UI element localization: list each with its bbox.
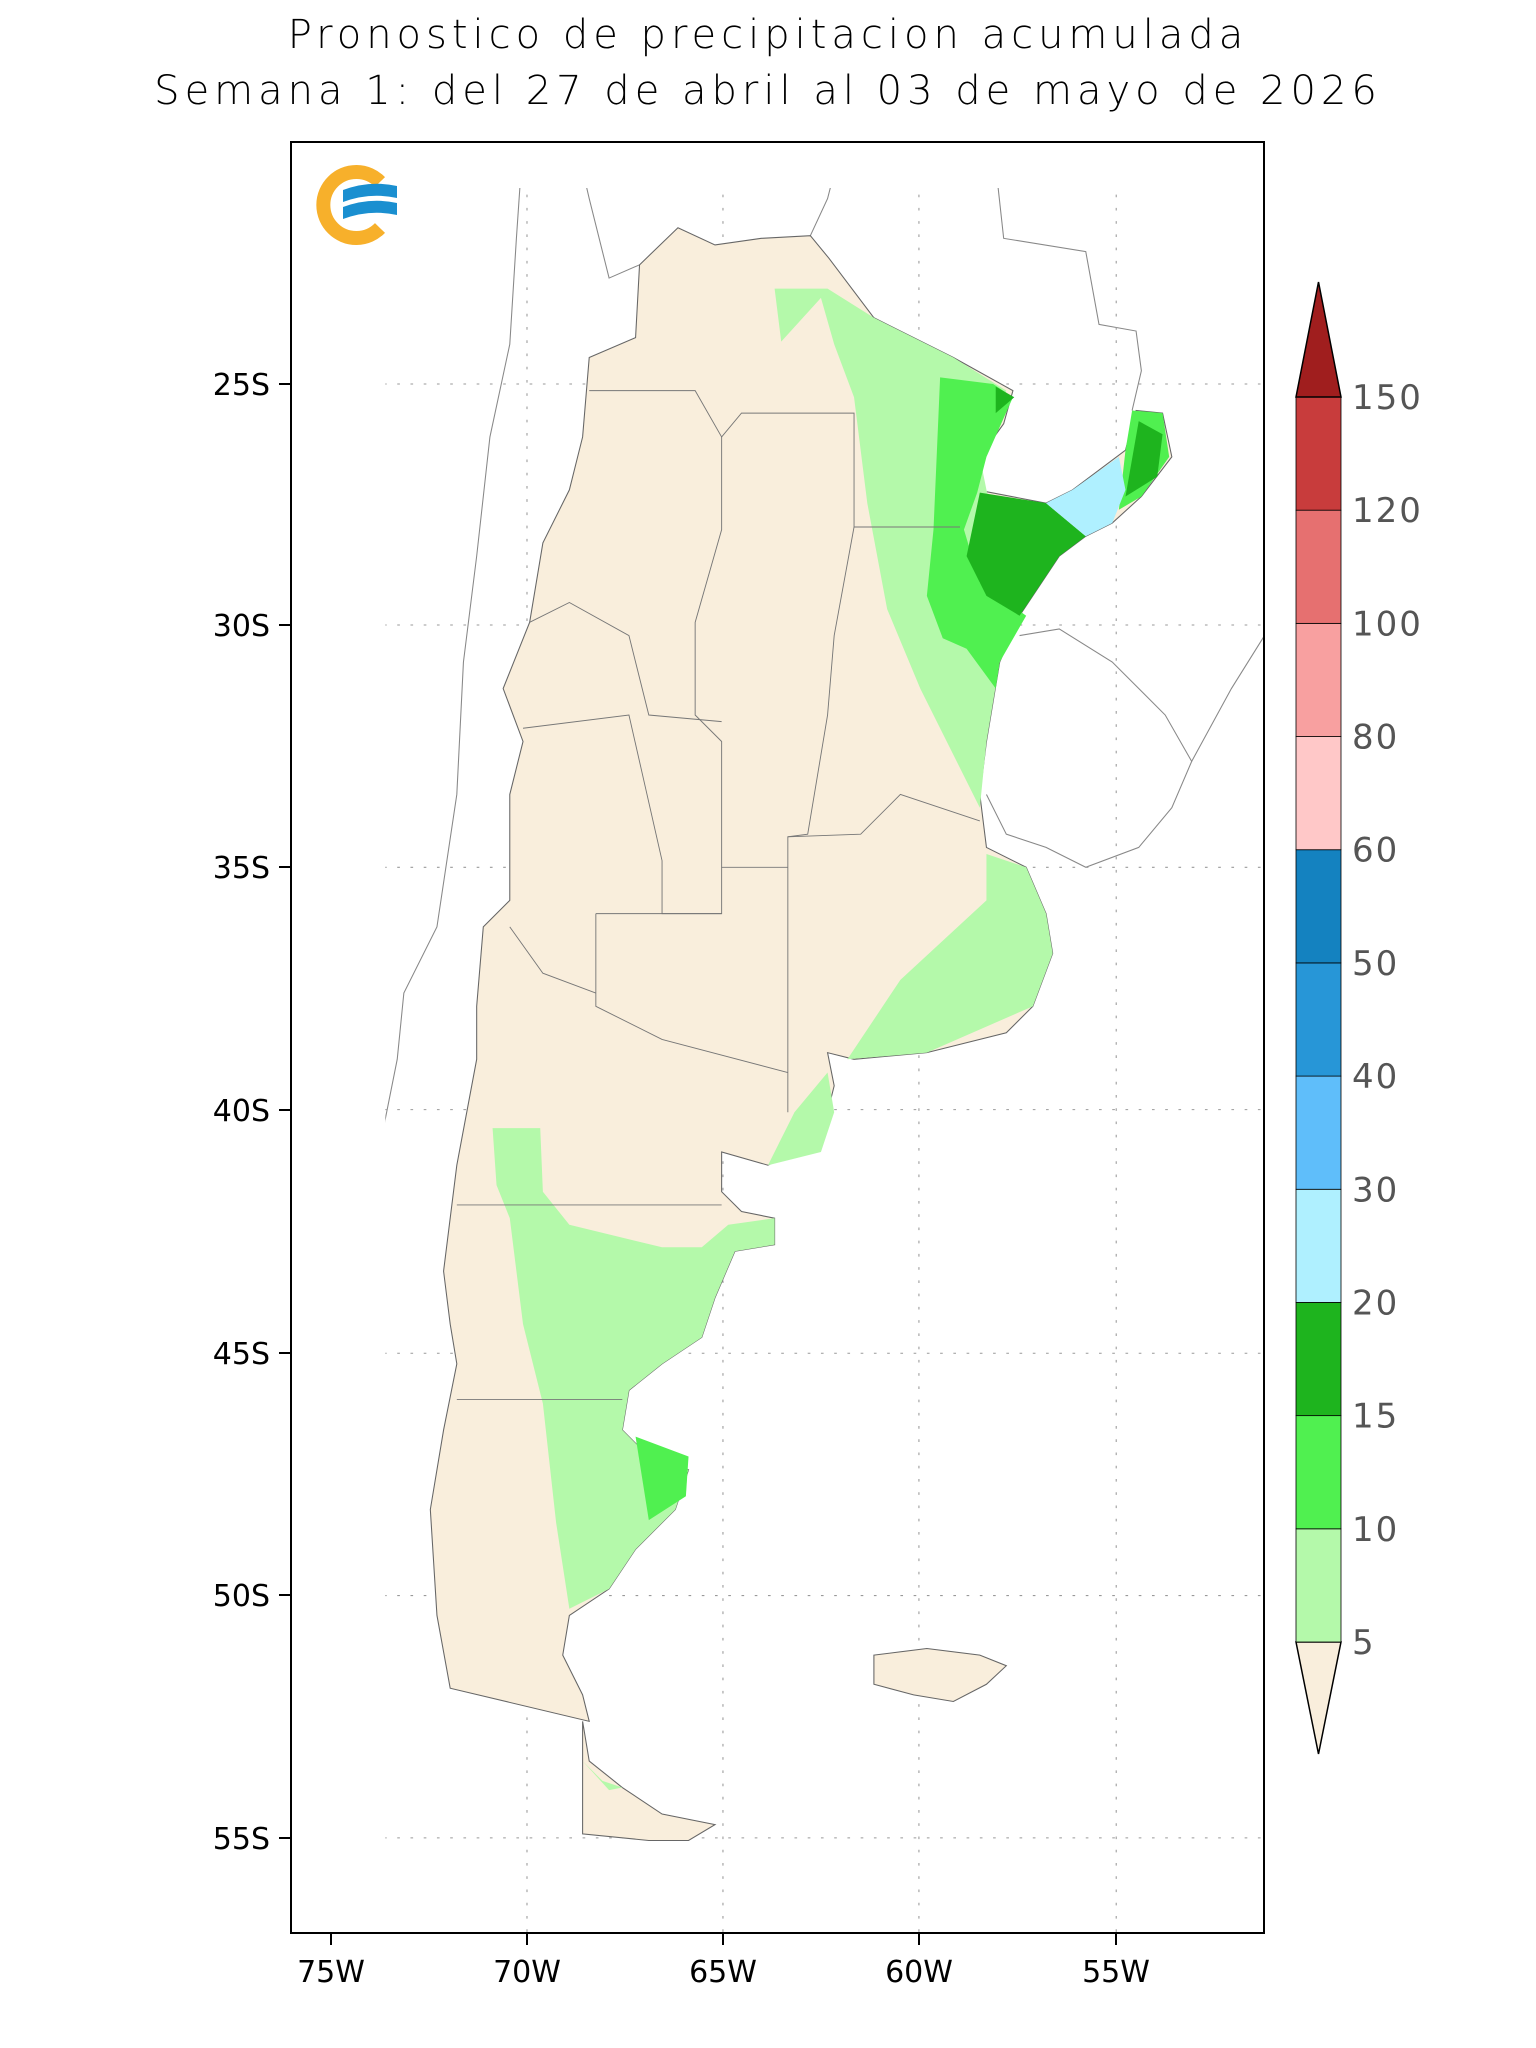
- precip-15-20: [966, 386, 1163, 616]
- colorbar-swatch: [1295, 1075, 1342, 1190]
- colorbar-label: 50: [1352, 944, 1399, 984]
- colorbar-swatch: [1295, 1188, 1342, 1303]
- axis-ticks: [279, 383, 1117, 1945]
- colorbar-swatch: [1295, 1528, 1342, 1643]
- colorbar-label: 60: [1352, 831, 1399, 871]
- colorbar-swatch: [1295, 962, 1342, 1077]
- malvinas-islands: [873, 1647, 1008, 1703]
- colorbar-swatch: [1295, 622, 1342, 737]
- lon-label: 70W: [493, 1955, 561, 1990]
- colorbar-label: 100: [1352, 604, 1423, 644]
- province-borders: [456, 390, 980, 1401]
- colorbar-swatch: [1295, 396, 1342, 511]
- precip-20-30: [1046, 456, 1126, 537]
- lat-label: 30S: [213, 609, 270, 644]
- country-borders: [385, 188, 1265, 1122]
- lon-label: 65W: [689, 1955, 757, 1990]
- colorbar-label: 40: [1352, 1057, 1399, 1097]
- map-subtitle: Semana 1: del 27 de abril al 03 de mayo …: [154, 68, 1382, 114]
- lat-label: 55S: [213, 1822, 270, 1857]
- lon-label: 55W: [1082, 1955, 1150, 1990]
- lon-label: 75W: [297, 1955, 365, 1990]
- map-frame: [290, 141, 1265, 1934]
- map-title: Pronostico de precipitacion acumulada: [287, 12, 1249, 58]
- lat-label: 50S: [213, 1579, 270, 1614]
- lat-label: 40S: [213, 1094, 270, 1129]
- colorbar-label: 15: [1352, 1397, 1399, 1437]
- lat-label: 35S: [213, 851, 270, 886]
- colorbar-label: 5: [1352, 1623, 1376, 1663]
- argentina-land: [429, 227, 1173, 1842]
- colorbar-swatch: [1295, 1415, 1342, 1530]
- lon-tick-labels: 75W 70W 65W 60W 55W: [297, 1955, 1150, 1990]
- lat-tick-labels: 25S 30S 35S 40S 45S 50S 55S: [213, 368, 270, 1857]
- colorbar-swatch: [1295, 1302, 1342, 1417]
- colorbar-swatch: [1295, 509, 1342, 624]
- lat-label: 25S: [213, 368, 270, 403]
- lon-label: 60W: [885, 1955, 953, 1990]
- colorbar-label: 80: [1352, 718, 1399, 758]
- lat-label: 45S: [213, 1337, 270, 1372]
- colorbar-label: 10: [1352, 1510, 1399, 1550]
- colorbar-label: 120: [1352, 491, 1423, 531]
- colorbar-label: 30: [1352, 1170, 1399, 1210]
- colorbar-label: 150: [1352, 378, 1423, 418]
- colorbar-swatch: [1295, 849, 1342, 964]
- colorbar-upper-triangle: [1295, 281, 1342, 398]
- logo-icon: [316, 165, 397, 245]
- colorbar-swatch: [1295, 736, 1342, 851]
- colorbar-lower-triangle: [1295, 1641, 1342, 1755]
- colorbar-legend: 5 10 15 20 30 40 50 60 80 100 120 150: [1295, 281, 1423, 1755]
- colorbar-label: 20: [1352, 1283, 1399, 1323]
